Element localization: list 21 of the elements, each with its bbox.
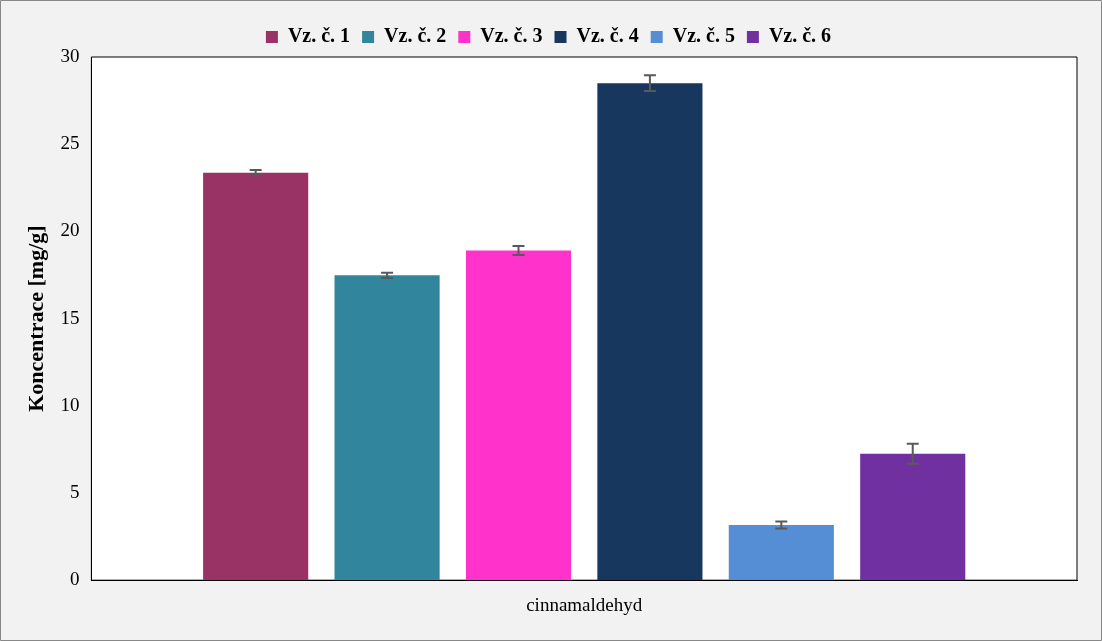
bar [203,172,309,581]
legend-label: Vz. č. 1 [287,24,351,47]
y-tick-label: 15 [60,306,80,328]
y-tick-label: 30 [60,44,80,66]
y-tick-label: 25 [60,132,80,154]
bar [728,525,834,581]
y-tick-label: 20 [60,219,80,241]
legend-label: Vz. č. 2 [384,24,447,47]
bar [597,83,703,581]
legend-label: Vz. č. 6 [768,24,832,47]
legend-label: Vz. č. 4 [576,24,639,47]
bar [334,275,440,581]
bar [465,250,572,581]
y-axis-title: Koncentrace [mg/g] [22,225,48,412]
legend-label: Vz. č. 5 [672,24,735,47]
y-tick-label: 0 [69,568,80,590]
legend-label: Vz. č. 3 [480,24,543,47]
bar [860,453,966,581]
x-tick-label: cinnamaldehyd [526,593,643,615]
y-tick-label: 5 [69,480,80,502]
y-tick-label: 10 [60,393,80,415]
